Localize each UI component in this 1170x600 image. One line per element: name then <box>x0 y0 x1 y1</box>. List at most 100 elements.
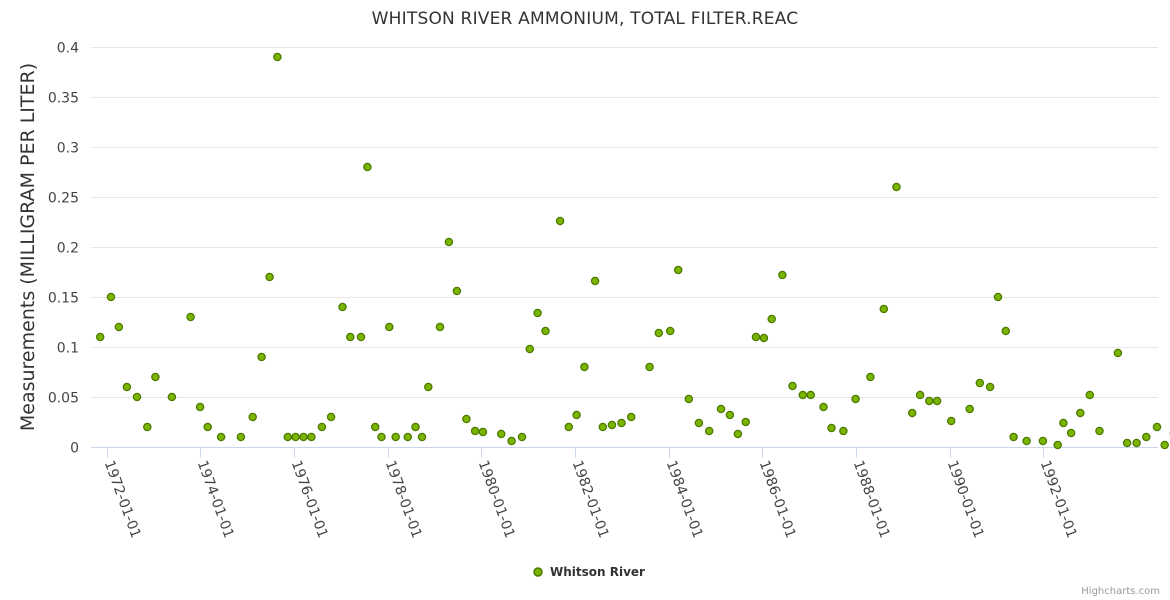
data-point[interactable] <box>879 304 889 314</box>
data-point[interactable] <box>975 378 985 388</box>
data-point[interactable] <box>684 394 694 404</box>
data-point[interactable] <box>580 362 589 372</box>
data-point[interactable] <box>283 432 293 442</box>
data-point[interactable] <box>1009 432 1018 442</box>
data-point[interactable] <box>356 332 366 342</box>
data-point[interactable] <box>525 344 535 354</box>
data-point[interactable] <box>819 402 828 412</box>
data-point[interactable] <box>798 390 808 400</box>
data-point[interactable] <box>788 381 797 391</box>
data-point[interactable] <box>216 432 226 442</box>
data-point[interactable] <box>1053 440 1062 450</box>
data-point[interactable] <box>665 326 675 336</box>
data-point[interactable] <box>716 404 726 414</box>
data-point[interactable] <box>965 404 974 414</box>
data-point[interactable] <box>533 308 542 318</box>
data-point[interactable] <box>122 382 132 392</box>
data-point[interactable] <box>106 292 116 302</box>
data-point[interactable] <box>496 429 506 439</box>
legend-item-whitson-river[interactable]: Whitson River <box>550 565 645 579</box>
data-point[interactable] <box>132 392 142 402</box>
data-point[interactable] <box>1038 436 1048 446</box>
data-point[interactable] <box>827 423 836 433</box>
data-point[interactable] <box>370 422 380 432</box>
data-point[interactable] <box>326 412 336 422</box>
data-point[interactable] <box>143 422 152 432</box>
data-point[interactable] <box>346 332 355 342</box>
data-point[interactable] <box>1085 390 1095 400</box>
data-point[interactable] <box>946 416 956 426</box>
data-point[interactable] <box>1022 436 1031 446</box>
data-point[interactable] <box>273 52 282 62</box>
legend-marker[interactable] <box>533 567 543 577</box>
credits-link[interactable]: Highcharts.com <box>1081 586 1160 597</box>
data-point[interactable] <box>1066 428 1076 438</box>
data-point[interactable] <box>915 390 925 400</box>
data-point[interactable] <box>507 436 516 446</box>
data-point[interactable] <box>839 426 848 436</box>
data-point[interactable] <box>478 427 488 437</box>
data-point[interactable] <box>645 362 654 372</box>
data-point[interactable] <box>866 372 875 382</box>
data-point[interactable] <box>385 322 394 332</box>
data-point[interactable] <box>598 422 608 432</box>
data-point[interactable] <box>417 432 427 442</box>
data-point[interactable] <box>985 382 995 392</box>
data-point[interactable] <box>892 182 901 192</box>
data-point[interactable] <box>1095 426 1104 436</box>
data-point[interactable] <box>564 422 574 432</box>
data-point[interactable] <box>590 276 600 286</box>
data-point[interactable] <box>725 410 735 420</box>
data-point[interactable] <box>403 432 413 442</box>
data-point[interactable] <box>654 328 664 338</box>
data-point[interactable] <box>424 382 433 392</box>
data-point[interactable] <box>1122 438 1132 448</box>
data-point[interactable] <box>607 420 617 430</box>
data-point[interactable] <box>572 410 581 420</box>
data-point[interactable] <box>704 426 714 436</box>
data-point[interactable] <box>299 432 308 442</box>
data-point[interactable] <box>452 286 462 296</box>
data-point[interactable] <box>195 402 205 412</box>
data-point[interactable] <box>673 265 683 275</box>
legend[interactable]: Whitson River <box>533 565 645 579</box>
data-point[interactable] <box>851 394 860 404</box>
data-point[interactable] <box>462 414 471 424</box>
data-point[interactable] <box>377 432 386 442</box>
data-point[interactable] <box>733 429 743 439</box>
data-point[interactable] <box>1132 438 1141 448</box>
data-point[interactable] <box>907 408 917 418</box>
data-point[interactable] <box>741 417 750 427</box>
data-point[interactable] <box>307 432 316 442</box>
data-point[interactable] <box>555 216 565 226</box>
data-point[interactable] <box>363 162 372 172</box>
data-point[interactable] <box>203 422 212 432</box>
data-point[interactable] <box>626 412 636 422</box>
data-point[interactable] <box>248 412 257 422</box>
data-point[interactable] <box>932 396 942 406</box>
data-point[interactable] <box>993 292 1003 302</box>
data-point[interactable] <box>167 392 177 402</box>
data-point[interactable] <box>925 396 934 406</box>
data-points[interactable] <box>95 52 1170 450</box>
data-point[interactable] <box>778 270 787 280</box>
data-point[interactable] <box>1059 418 1068 428</box>
data-point[interactable] <box>1152 422 1162 432</box>
data-point[interactable] <box>759 333 769 343</box>
data-point[interactable] <box>470 426 480 436</box>
data-point[interactable] <box>444 237 454 247</box>
data-point[interactable] <box>1076 408 1085 418</box>
data-point[interactable] <box>1001 326 1011 336</box>
data-point[interactable] <box>1142 432 1151 442</box>
data-point[interactable] <box>1160 440 1169 450</box>
data-point[interactable] <box>694 418 704 428</box>
data-point[interactable] <box>411 422 420 432</box>
data-point[interactable] <box>1113 348 1123 358</box>
data-point[interactable] <box>236 432 246 442</box>
data-point[interactable] <box>151 372 160 382</box>
data-point[interactable] <box>517 432 527 442</box>
data-point[interactable] <box>317 422 327 432</box>
data-point[interactable] <box>257 352 266 362</box>
data-point[interactable] <box>338 302 347 312</box>
data-point[interactable] <box>391 432 400 442</box>
